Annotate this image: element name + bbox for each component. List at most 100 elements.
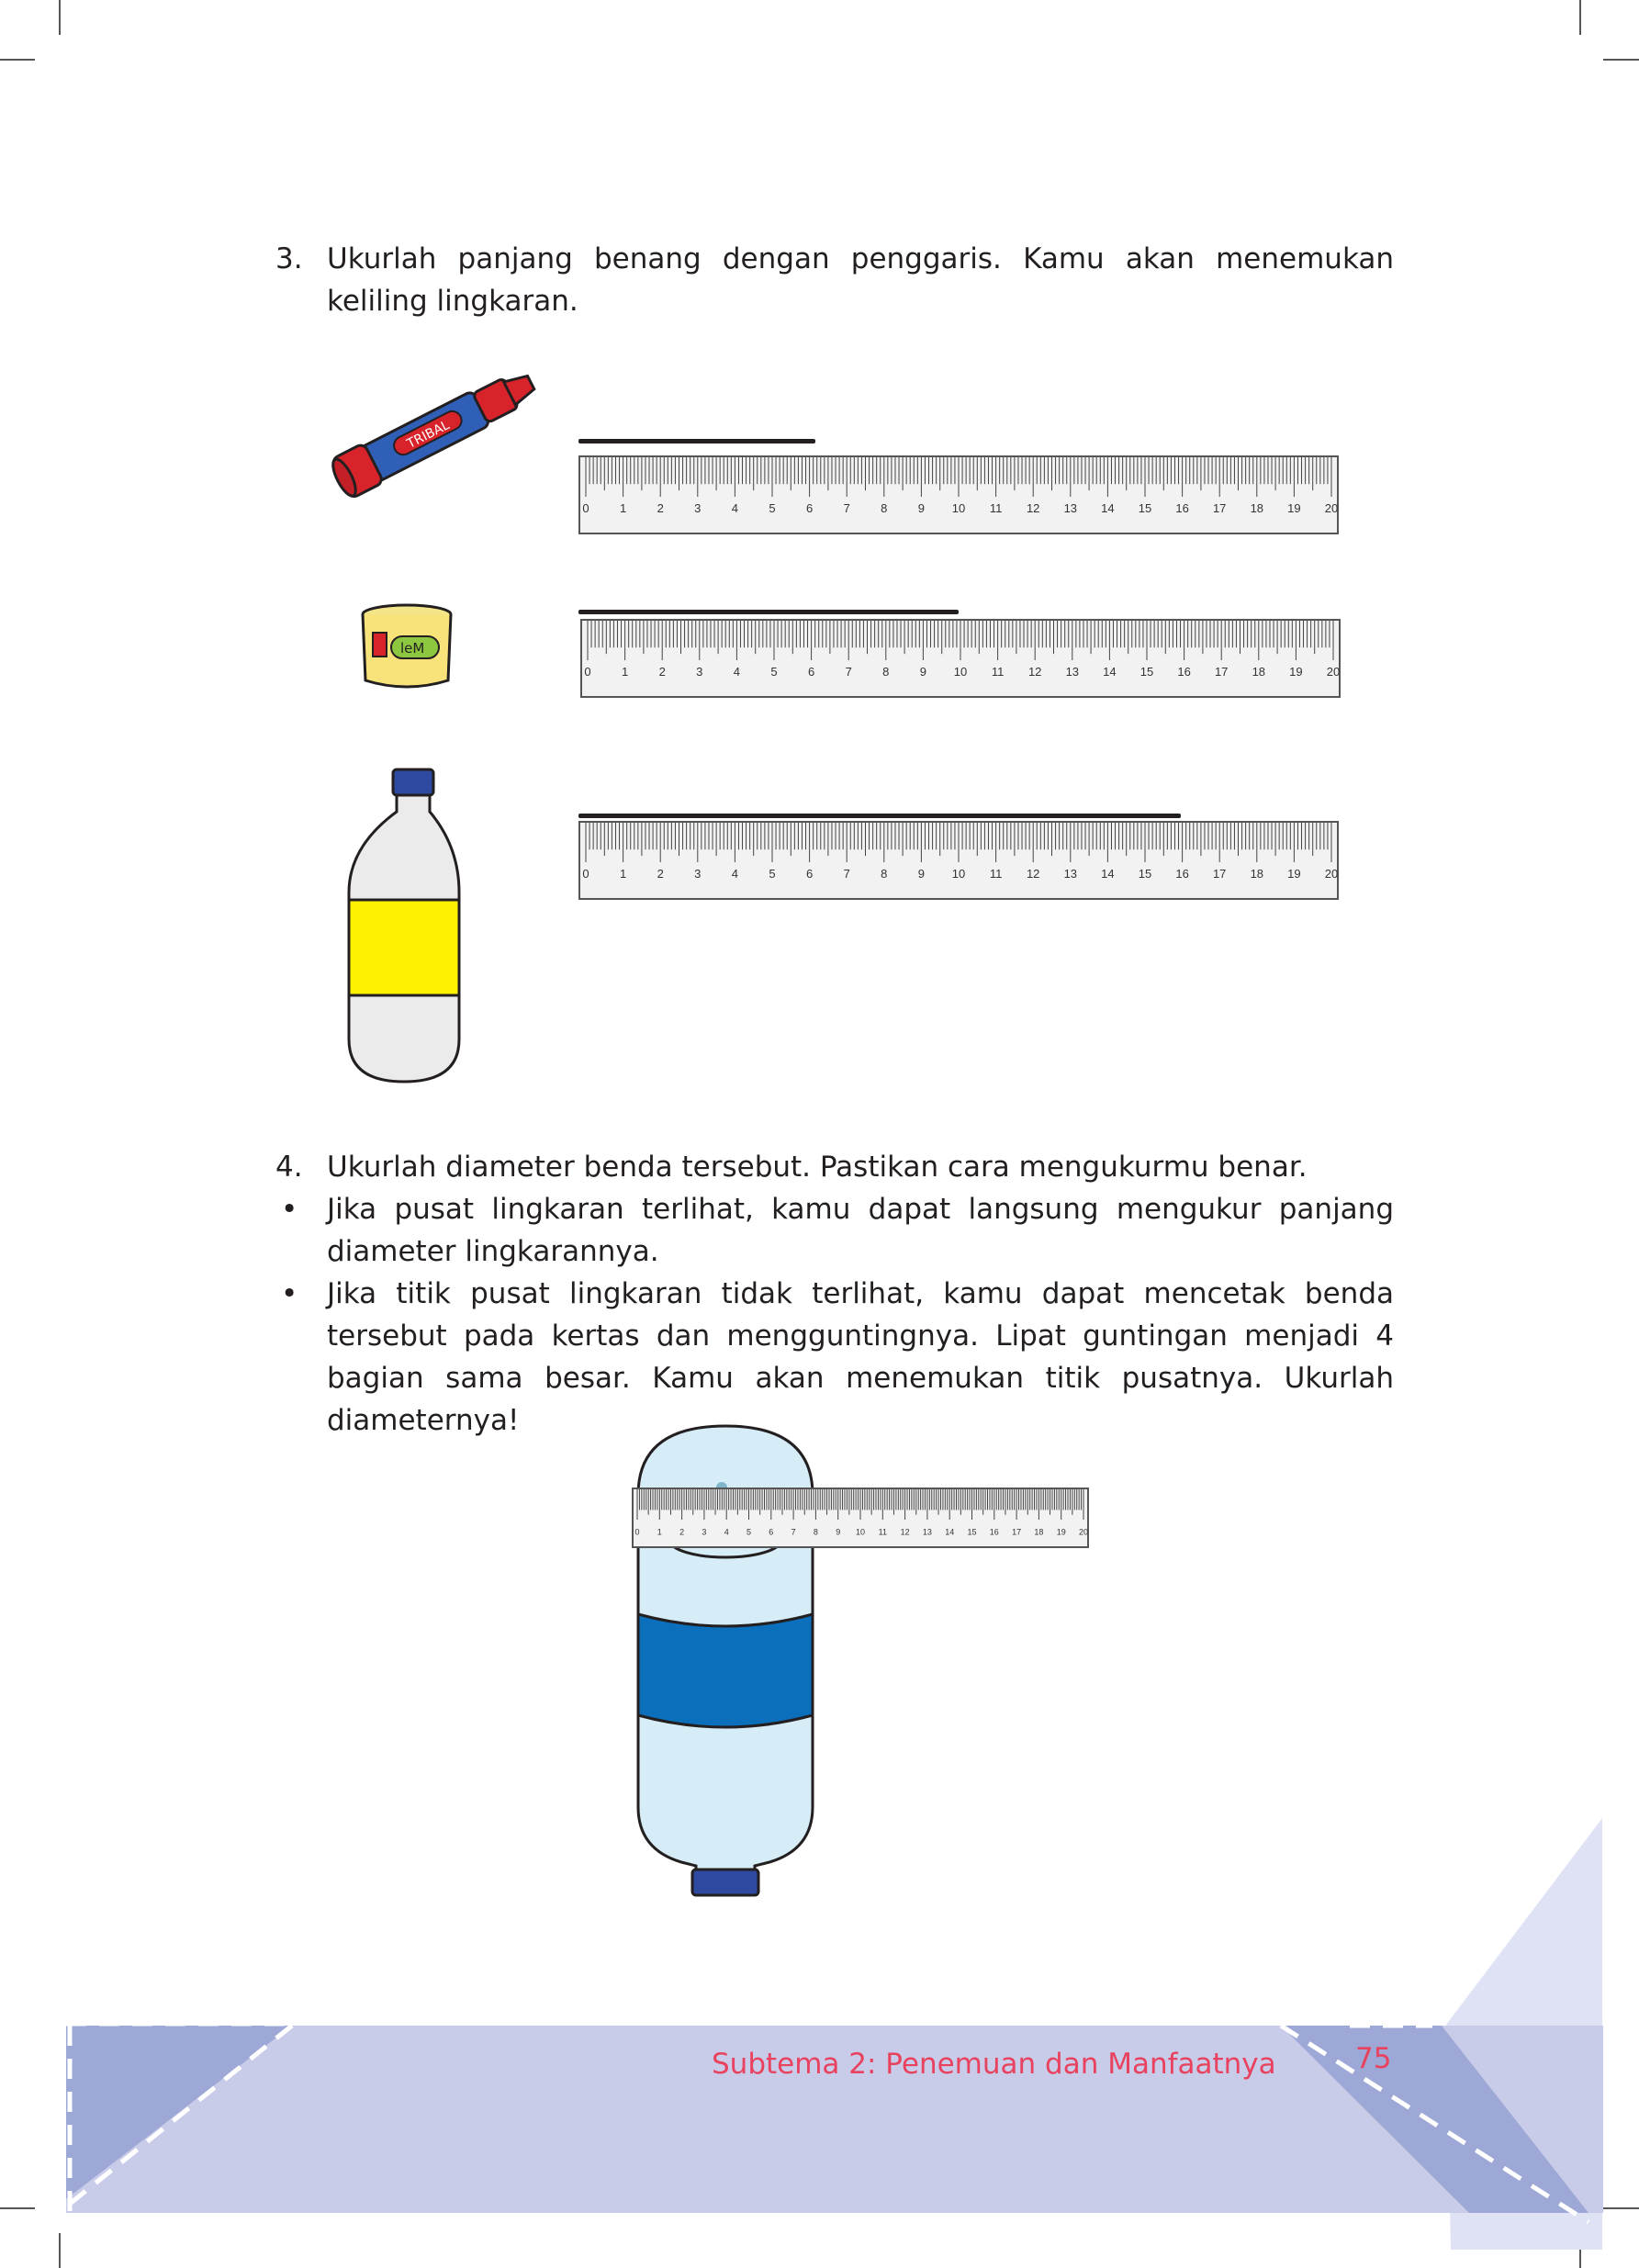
bullet: • (281, 1193, 298, 1226)
crop-mark (0, 2207, 35, 2209)
ruler-tick-label: 0 (634, 1527, 639, 1536)
ruler-tick-label: 2 (679, 1527, 684, 1536)
ruler-tick-label: 11 (990, 867, 1003, 881)
ruler-tick-label: 17 (1215, 665, 1228, 679)
ruler-tick-label: 19 (1057, 1527, 1066, 1536)
ruler-tick-label: 9 (918, 867, 925, 881)
ruler-tick-label: 1 (657, 1527, 662, 1536)
ruler-tick-label: 11 (990, 501, 1003, 515)
glue-can-illustration: leM (361, 603, 453, 689)
ruler: 0 1 2 3 4 5 6 7 8 9 10 11 12 13 14 15 16 17 18 19 20 (578, 821, 1339, 900)
ruler-tick-label: 0 (582, 867, 589, 881)
ruler-tick-label: 6 (769, 1527, 773, 1536)
ruler-tick-label: 1 (620, 501, 626, 515)
bullet-2-text: Jika titik pusat lingkaran tidak terliha… (327, 1277, 1394, 1437)
thread-line (578, 814, 1181, 818)
ruler-tick-label: 12 (1027, 501, 1039, 515)
ruler-tick-label: 8 (881, 867, 887, 881)
ruler-tick-label: 10 (856, 1527, 865, 1536)
ruler-tick-label: 20 (1325, 867, 1338, 881)
ruler-tick-label: 18 (1252, 665, 1265, 679)
bullet-1-text: Jika pusat lingkaran terlihat, kamu dapa… (327, 1193, 1394, 1268)
ruler-tick-label: 4 (724, 1527, 729, 1536)
footer-band (66, 1818, 1603, 2250)
ruler-tick-label: 0 (582, 501, 589, 515)
ruler-tick-label: 11 (879, 1527, 887, 1536)
ruler-tick-label: 18 (1034, 1527, 1043, 1536)
ruler-tick-label: 14 (945, 1527, 954, 1536)
ruler-tick-label: 7 (846, 665, 852, 679)
ruler-tick-label: 2 (659, 665, 666, 679)
ruler-tick-label: 13 (923, 1527, 932, 1536)
ruler-tick-label: 17 (1213, 867, 1226, 881)
ruler-tick-label: 19 (1287, 501, 1300, 515)
ruler-tick-label: 8 (814, 1527, 818, 1536)
crop-mark (1603, 2207, 1639, 2209)
ruler-tick-label: 2 (657, 867, 664, 881)
page-number: 75 (1355, 2042, 1392, 2075)
ruler-tick-label: 8 (881, 501, 887, 515)
glue-label: leM (400, 640, 424, 657)
bottle-illustration (347, 768, 461, 1083)
ruler-tick-label: 20 (1325, 501, 1338, 515)
ruler-tick-label: 20 (1079, 1527, 1088, 1536)
ruler-tick-label: 15 (1139, 501, 1151, 515)
ruler-tick-label: 13 (1066, 665, 1079, 679)
ruler-tick-label: 15 (1140, 665, 1153, 679)
ruler-tick-label: 12 (901, 1527, 910, 1536)
ruler-tick-label: 3 (694, 501, 701, 515)
item-3-text: Ukurlah panjang benang dengan penggaris.… (327, 242, 1394, 318)
ruler-tick-label: 4 (732, 501, 738, 515)
ruler-tick-label: 10 (954, 665, 967, 679)
ruler-tick-label: 5 (747, 1527, 751, 1536)
crop-mark (1579, 2233, 1581, 2268)
thread-line (578, 439, 815, 443)
ruler-tick-label: 15 (1139, 867, 1151, 881)
ruler-tick-label: 6 (806, 501, 813, 515)
ruler: 0 1 2 3 4 5 6 7 8 9 10 11 12 13 14 15 16 17 18 19 20 (580, 619, 1341, 698)
ruler-tick-label: 19 (1287, 867, 1300, 881)
ruler-tick-label: 14 (1101, 501, 1114, 515)
ruler-tick-label: 10 (952, 501, 965, 515)
ruler-tick-label: 16 (1177, 665, 1190, 679)
footer-subtheme: Subtema 2: Penemuan dan Manfaatnya (712, 2048, 1276, 2081)
ruler-tick-label: 15 (967, 1527, 976, 1536)
ruler-tick-label: 13 (1064, 867, 1077, 881)
ruler-tick-label: 12 (1028, 665, 1041, 679)
ruler-tick-label: 4 (732, 867, 738, 881)
ruler-tick-label: 3 (702, 1527, 706, 1536)
item-number: 3. (275, 242, 303, 275)
ruler-tick-label: 1 (622, 665, 628, 679)
ruler-tick-label: 9 (836, 1527, 840, 1536)
ruler-tick-label: 2 (657, 501, 664, 515)
ruler-tick-label: 8 (882, 665, 889, 679)
ruler-tick-label: 12 (1027, 867, 1039, 881)
bullet: • (281, 1277, 298, 1310)
item-4-text: Ukurlah diameter benda tersebut. Pastika… (327, 1151, 1308, 1184)
marker-illustration: TRIBAL (331, 374, 536, 498)
ruler-tick-label: 7 (844, 501, 850, 515)
ruler-tick-label: 4 (734, 665, 740, 679)
ruler-tick-label: 6 (808, 665, 814, 679)
thread-line (578, 610, 959, 614)
ruler-tick-label: 9 (920, 665, 926, 679)
ruler-tick-label: 3 (696, 665, 702, 679)
ruler-tick-label: 18 (1251, 501, 1263, 515)
ruler-tick-label: 6 (806, 867, 813, 881)
ruler-tick-label: 17 (1213, 501, 1226, 515)
ruler-tick-label: 5 (769, 501, 775, 515)
crop-mark (0, 59, 35, 61)
crop-mark (59, 0, 61, 35)
ruler-tick-label: 13 (1064, 501, 1077, 515)
ruler-tick-label: 16 (1175, 867, 1188, 881)
ruler-tick-label: 16 (990, 1527, 999, 1536)
ruler-tick-label: 10 (952, 867, 965, 881)
ruler-tick-label: 11 (992, 665, 1005, 679)
ruler-tick-label: 0 (584, 665, 590, 679)
ruler-tick-label: 1 (620, 867, 626, 881)
item-number: 4. (275, 1151, 303, 1184)
ruler: 0 1 2 3 4 5 6 7 8 9 10 11 12 13 14 15 16 17 18 19 20 (578, 455, 1339, 534)
ruler-tick-label: 16 (1175, 501, 1188, 515)
crop-mark (59, 2233, 61, 2268)
ruler-tick-label: 17 (1012, 1527, 1021, 1536)
